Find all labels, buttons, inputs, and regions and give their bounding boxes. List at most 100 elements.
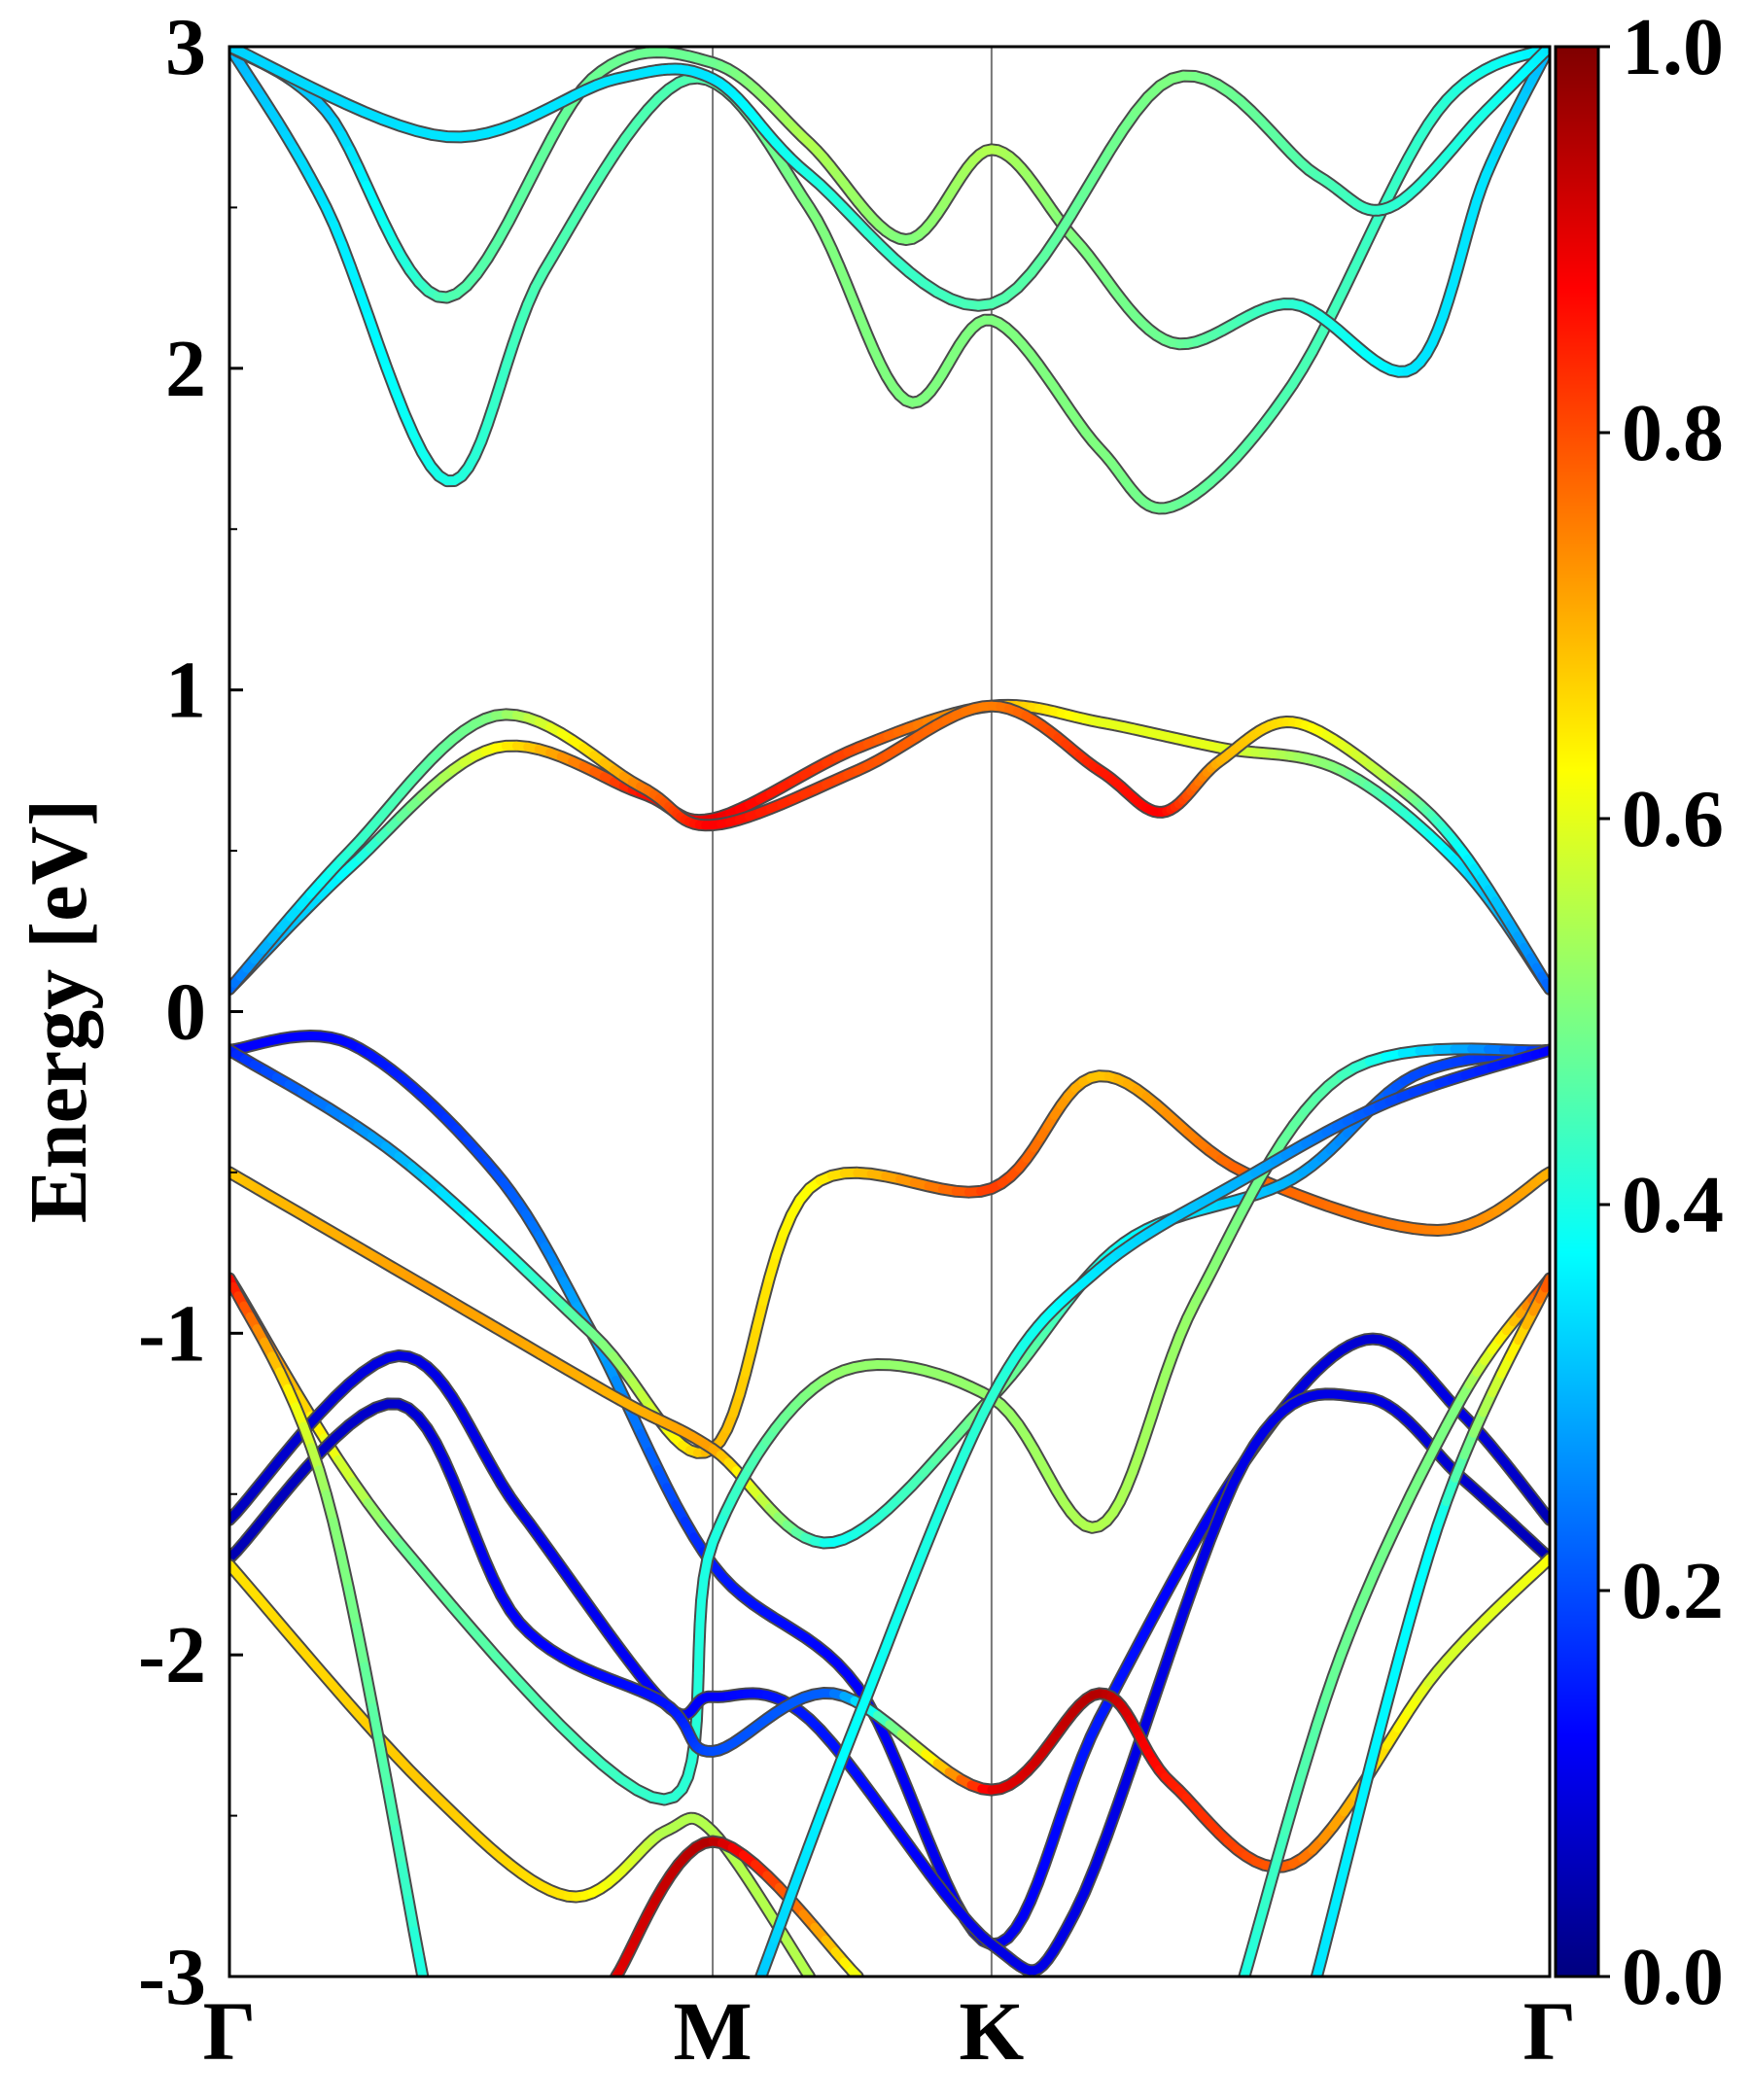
band-segment	[1395, 1613, 1415, 1658]
kpoint-label: K	[959, 1984, 1024, 2078]
band-segment	[929, 1496, 949, 1530]
band-segment	[1385, 1649, 1405, 1696]
band-segment	[410, 1558, 438, 1589]
band-segment	[1091, 1832, 1111, 1872]
band-segment	[1153, 1645, 1175, 1694]
band-segment	[890, 1596, 909, 1631]
band-segment	[329, 1517, 345, 1558]
band-segment	[512, 1675, 543, 1708]
band-segment	[321, 1489, 338, 1526]
band-vb-12	[1310, 1272, 1550, 1977]
band-segment	[391, 1824, 407, 1871]
band-cb-high-1	[229, 47, 1550, 515]
band-segment	[1365, 1724, 1384, 1771]
band-outline	[229, 1272, 430, 1977]
band-segment	[490, 1651, 522, 1685]
colorbar-tick-label: 0.4	[1622, 1160, 1724, 1250]
band-segment	[368, 1702, 385, 1754]
band-segment	[902, 1784, 922, 1818]
band-segment	[1355, 1762, 1375, 1809]
band-segment	[403, 1896, 419, 1936]
band-vb-2	[229, 1043, 1550, 1459]
band-vb-11	[1238, 1272, 1550, 1977]
band-outline	[229, 1349, 1550, 1977]
band-segment	[1139, 1684, 1162, 1733]
band-vb-5	[229, 1349, 1550, 1977]
y-tick-label: -1	[138, 1288, 206, 1379]
band-segment	[1192, 1535, 1214, 1580]
band-cb-low-2	[229, 699, 1550, 996]
band-segment	[398, 1861, 413, 1905]
band-segment	[355, 287, 373, 322]
band-segment	[1296, 1747, 1313, 1783]
colorbar-tick-label: 0.0	[1622, 1932, 1724, 2022]
band-segment	[429, 1579, 458, 1612]
band-segment	[1338, 1836, 1356, 1879]
band-segment	[534, 1698, 566, 1731]
band-segment	[1179, 1570, 1202, 1616]
band-segment	[1330, 1870, 1348, 1911]
band-segment	[1415, 1549, 1434, 1589]
band-segment	[372, 337, 391, 372]
band-lines	[229, 47, 1550, 1977]
band-segment	[364, 312, 382, 347]
y-tick-label: 2	[165, 324, 206, 414]
y-axis: -3 -2 -1 0 1 2 3 Energy [eV]	[14, 2, 243, 2022]
band-segment	[1347, 1800, 1365, 1845]
band-segment	[360, 1662, 377, 1712]
band-segment	[1288, 1773, 1306, 1810]
band-segment	[333, 1454, 358, 1487]
band-segment	[1080, 1862, 1100, 1897]
band-segment	[383, 1785, 401, 1834]
band-segment	[1205, 1505, 1227, 1545]
y-ticks: -3 -2 -1 0 1 2 3	[138, 2, 243, 2022]
band-segment	[375, 1744, 393, 1795]
kpoint-label: Γ	[203, 1984, 257, 2078]
colorbar-tick-label: 0.8	[1622, 388, 1724, 478]
band-segment	[919, 1521, 939, 1556]
kpoint-label: Γ	[1523, 1984, 1577, 2078]
band-segment	[352, 1622, 369, 1671]
band-segment	[1102, 1798, 1124, 1841]
band-vb-10	[754, 1043, 1550, 1977]
band-segment	[556, 1721, 586, 1751]
band-segment	[448, 1602, 478, 1636]
band-segment	[880, 1622, 898, 1656]
y-tick-label: 0	[165, 967, 206, 1058]
band-segment	[1376, 1686, 1395, 1733]
band-cb-high-3	[229, 47, 1550, 312]
band-segment	[1323, 1902, 1340, 1939]
band-segment	[1280, 1801, 1298, 1837]
band-segment	[414, 1951, 428, 1977]
y-tick-label: -3	[138, 1932, 206, 2022]
band-segment	[469, 1627, 500, 1661]
y-tick-label: 1	[165, 646, 206, 736]
band-segment	[336, 1549, 353, 1593]
colorbar-gradient	[1554, 45, 1600, 1978]
band-segment	[899, 1571, 919, 1606]
colorbar-tick-label: 1.0	[1622, 2, 1724, 92]
band-segment	[1114, 1762, 1137, 1807]
y-tick-label: 3	[165, 2, 206, 92]
kpoint-label: M	[673, 1984, 752, 2078]
band-segment	[909, 1546, 928, 1581]
colorbar-tick-label: 0.6	[1622, 774, 1724, 864]
band-cb-high-2	[229, 47, 1550, 378]
band-segment	[1312, 1696, 1330, 1731]
band-segment	[1424, 1522, 1443, 1558]
band-vb-6	[229, 1397, 1550, 1873]
band-segment	[1304, 1721, 1321, 1756]
colorbar: 0.0 0.2 0.4 0.6 0.8 1.0	[1554, 2, 1724, 2022]
band-segment	[1273, 1827, 1290, 1863]
high-symmetry-lines	[712, 47, 993, 1977]
band-outline	[229, 47, 1550, 378]
band-outline	[1238, 1272, 1550, 1977]
y-tick-label: -2	[138, 1610, 206, 1700]
band-segment	[1405, 1579, 1424, 1623]
colorbar-tick-label: 0.2	[1622, 1546, 1724, 1636]
band-segment	[344, 1584, 362, 1631]
band-segment	[577, 1741, 607, 1768]
band-vb-8	[229, 1272, 430, 1977]
